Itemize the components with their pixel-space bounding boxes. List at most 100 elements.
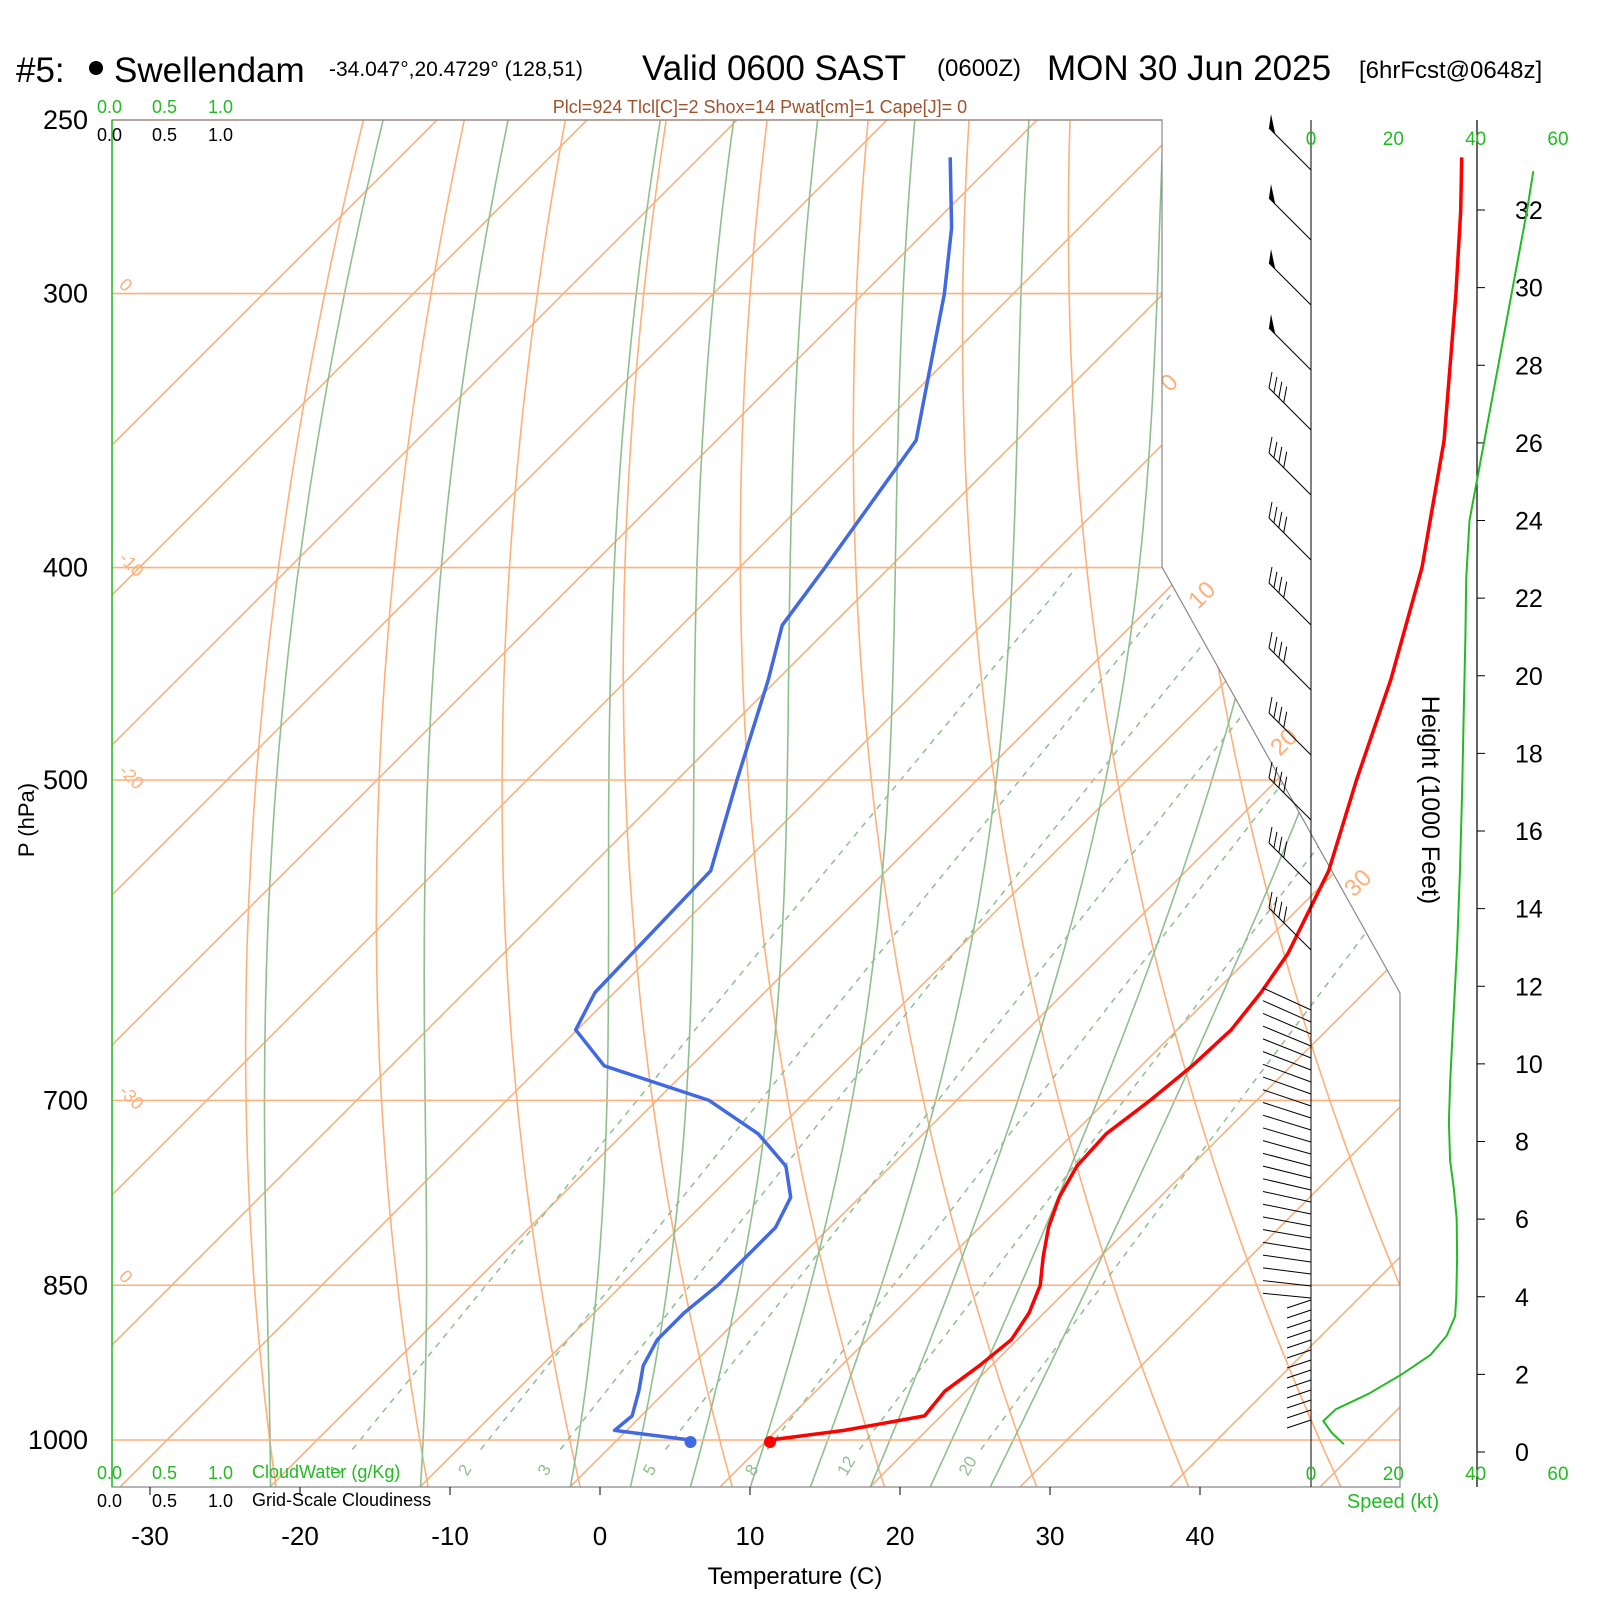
wind-barb bbox=[1262, 1216, 1312, 1227]
wind-barb bbox=[1268, 907, 1312, 951]
wind-barb bbox=[1262, 987, 1312, 1011]
wind-barb-feather bbox=[1278, 706, 1283, 723]
wind-barb bbox=[1262, 1012, 1312, 1035]
temperature-line bbox=[769, 157, 1464, 1442]
y-axis-label: P (hPa) bbox=[14, 783, 39, 857]
moist-adiabat-line bbox=[749, 120, 920, 1487]
height-tick-label: 30 bbox=[1515, 275, 1543, 303]
wind-barb bbox=[1286, 1379, 1312, 1389]
wind-barb bbox=[1262, 1229, 1312, 1239]
wind-barb bbox=[1268, 387, 1312, 431]
height-tick-label: 28 bbox=[1515, 352, 1543, 380]
temperature-tick-label: 10 bbox=[736, 1521, 765, 1551]
mixing-ratio-line bbox=[559, 567, 1266, 1450]
isotherm-line bbox=[112, 120, 627, 1487]
isotherm-line bbox=[112, 120, 1377, 1487]
height-tick-label: 0 bbox=[1515, 1439, 1529, 1467]
wind-barb-feather bbox=[1268, 436, 1273, 454]
pressure-tick-label: 850 bbox=[43, 1270, 88, 1300]
station-dot-icon bbox=[89, 61, 103, 75]
wind-barb-feather bbox=[1283, 386, 1288, 403]
cloudiness-tick-bottom: 0.0 bbox=[97, 1491, 122, 1511]
wind-barb-feather bbox=[1268, 501, 1273, 519]
wind-barb-feather bbox=[1273, 571, 1278, 588]
wind-barb-flag bbox=[1269, 249, 1276, 270]
temperature-tick-label: -30 bbox=[131, 1521, 169, 1551]
pressure-tick-label: 500 bbox=[43, 765, 88, 795]
wind-barb bbox=[1268, 647, 1312, 691]
wind-barb-feather bbox=[1268, 761, 1273, 779]
height-axis-label: Height (1000 Feet) bbox=[1416, 696, 1444, 904]
wind-barb bbox=[1268, 517, 1312, 561]
wind-barb-feather bbox=[1278, 511, 1283, 528]
mixing-ratio-line bbox=[664, 567, 1361, 1450]
wind-barb bbox=[1262, 1280, 1312, 1287]
forecast-label: [6hrFcst@0648z] bbox=[1359, 57, 1542, 84]
height-tick-label: 6 bbox=[1515, 1206, 1529, 1234]
mixing-ratio-label: 8 bbox=[741, 1461, 762, 1479]
cloudwater-tick-top: 1.0 bbox=[208, 97, 233, 117]
wind-barb bbox=[1286, 1309, 1312, 1319]
wind-barb bbox=[1262, 1051, 1312, 1071]
wind-barb bbox=[1268, 582, 1312, 626]
wind-barb-feather bbox=[1278, 576, 1283, 593]
wind-barb bbox=[1262, 1292, 1312, 1299]
dry-adiabat-line bbox=[1067, 120, 1342, 1487]
wind-barb-flag bbox=[1269, 184, 1276, 205]
wind-barb-feather bbox=[1268, 826, 1273, 844]
cloud-axis-bottom: 0.0 0.5 1.0 CloudWater (g/Kg) 0.0 0.5 1.… bbox=[97, 1462, 431, 1511]
wind-barb-feather bbox=[1283, 451, 1288, 468]
speed-tick-label-top: 20 bbox=[1383, 129, 1404, 150]
mixing-ratio-label: 5 bbox=[639, 1461, 660, 1479]
isotherm-label: -10 bbox=[115, 548, 148, 581]
wind-barb bbox=[1262, 1165, 1312, 1179]
height-tick-label: 18 bbox=[1515, 740, 1543, 768]
isotherm-label: 0 bbox=[115, 274, 136, 295]
cloudiness-label: Grid-Scale Cloudiness bbox=[252, 1490, 431, 1510]
wind-barb-feather bbox=[1273, 831, 1278, 848]
wind-barb-feather bbox=[1278, 901, 1283, 918]
dry-adiabat-line bbox=[244, 120, 374, 1487]
moist-adiabat-line bbox=[629, 120, 741, 1487]
speed-tick-label-bottom: 20 bbox=[1383, 1464, 1404, 1485]
moist-adiabat-line bbox=[989, 120, 1400, 1487]
pressure-tick-label: 400 bbox=[43, 553, 88, 583]
temperature-tick-label: -10 bbox=[431, 1521, 469, 1551]
height-tick-label: 2 bbox=[1515, 1361, 1529, 1389]
cloudwater-tick-top: 0.0 bbox=[97, 97, 122, 117]
wind-barb-feather bbox=[1273, 376, 1278, 393]
wind-barb bbox=[1286, 1319, 1312, 1329]
height-tick-label: 8 bbox=[1515, 1129, 1529, 1157]
isotherm-line bbox=[1169, 120, 1400, 1487]
height-tick-label: 24 bbox=[1515, 508, 1543, 536]
wind-barb bbox=[1262, 1191, 1312, 1203]
mixing-ratio-label: 3 bbox=[534, 1461, 555, 1479]
wind-barb bbox=[1286, 1419, 1312, 1429]
wind-barb-feather bbox=[1268, 891, 1273, 909]
wind-speed-profile-line bbox=[1321, 171, 1535, 1445]
isotherm-label: 0 bbox=[115, 1266, 136, 1287]
wind-barb bbox=[1262, 1076, 1312, 1095]
wind-barb-feather bbox=[1283, 776, 1288, 793]
isotherm-label: 0 bbox=[1155, 369, 1184, 398]
valid-date: MON 30 Jun 2025 bbox=[1047, 49, 1331, 88]
wind-barb-feather bbox=[1273, 766, 1278, 783]
cloudwater-tick-bottom: 0.0 bbox=[97, 1463, 122, 1483]
temperature-tick-label: 30 bbox=[1036, 1521, 1065, 1551]
height-tick-label: 4 bbox=[1515, 1284, 1529, 1312]
isotherm-label: 10 bbox=[1183, 576, 1221, 614]
wind-barb-feather bbox=[1278, 836, 1283, 853]
isotherm-label: 30 bbox=[1339, 864, 1377, 902]
wind-barb-feather bbox=[1273, 896, 1278, 913]
wind-barb bbox=[1262, 1140, 1312, 1155]
x-axis-label: Temperature (C) bbox=[708, 1563, 883, 1590]
cloudwater-label: CloudWater (g/Kg) bbox=[252, 1462, 400, 1482]
pressure-axis: 250 300 400 500 700 850 1000 bbox=[28, 105, 88, 1455]
cloudiness-tick-bottom: 0.5 bbox=[152, 1491, 177, 1511]
wind-barb bbox=[1286, 1399, 1312, 1409]
dry-adiabat-line bbox=[501, 120, 581, 1487]
wind-barb bbox=[1268, 777, 1312, 821]
isotherm-line bbox=[112, 120, 777, 1487]
